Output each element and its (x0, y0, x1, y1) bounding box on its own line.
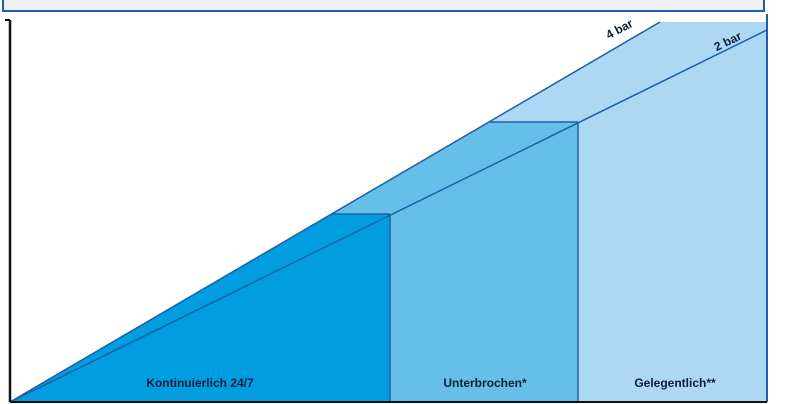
line-2bar (9, 29, 768, 403)
label-gelegentlich: Gelegentlich** (634, 376, 716, 390)
top-banner (2, 0, 765, 12)
line-4bar (9, 21, 661, 403)
label-unterbrochen: Unterbrochen* (443, 376, 527, 390)
label-kontinuierlich: Kontinuierlich 24/7 (146, 376, 254, 390)
